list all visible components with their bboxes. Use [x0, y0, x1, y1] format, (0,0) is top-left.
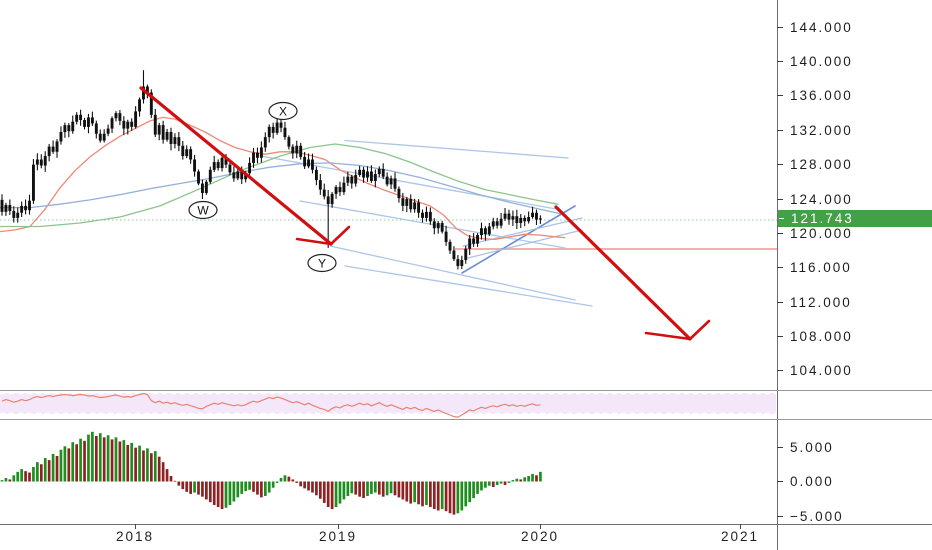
- tick-dash: [777, 481, 783, 482]
- tick-dash: [777, 129, 783, 131]
- tick-label: 132.000: [790, 122, 853, 138]
- price-tick: 124.000: [777, 191, 853, 207]
- shallow-top-trendline: [344, 139, 569, 159]
- time-tick-label: 2021: [720, 529, 760, 544]
- time-tick-label: 2020: [520, 529, 560, 544]
- tick-label: 136.000: [790, 88, 853, 104]
- rising-trendline-mid: [462, 217, 583, 247]
- tick-label: 104.000: [790, 363, 853, 379]
- svg-text:W: W: [197, 204, 209, 218]
- tick-dash: [777, 164, 783, 166]
- time-tick-mark: [338, 524, 339, 529]
- price-axis[interactable]: [777, 0, 932, 550]
- tick-dash: [777, 61, 783, 63]
- price-tick: 140.000: [777, 54, 853, 70]
- rsi-band: [0, 392, 776, 415]
- impulse-down-arrow: [139, 86, 351, 246]
- price-tick: 120.000: [777, 225, 853, 241]
- tick-label: 5.000: [790, 439, 834, 455]
- time-tick-mark: [740, 524, 741, 529]
- ma-mid-blue: [0, 162, 561, 215]
- rsi-line: [1, 392, 541, 418]
- price-tick: 108.000: [777, 328, 853, 344]
- tick-label: 116.000: [790, 260, 852, 276]
- price-tick: 0.000: [777, 474, 834, 490]
- time-axis-line: [0, 524, 932, 525]
- channel-mid-trendline: [299, 200, 566, 249]
- tick-label: 108.000: [790, 328, 853, 344]
- last-price-label: 121.743: [791, 211, 854, 226]
- tick-label: 124.000: [790, 191, 853, 207]
- projection-down-arrow: [554, 205, 711, 341]
- tick-label: 128.000: [790, 157, 853, 173]
- price-tick: 112.000: [777, 294, 852, 310]
- tick-dash: [777, 232, 783, 234]
- pane-separator-main-rsi: [0, 390, 932, 391]
- wave-label-y: Y: [307, 253, 337, 273]
- channel-upper-trendline: [260, 155, 557, 210]
- tick-dash: [777, 198, 783, 200]
- time-tick-label: 2018: [115, 529, 155, 544]
- tick-label: 112.000: [790, 294, 852, 310]
- rising-trendline-steep: [461, 205, 576, 274]
- price-tick: 132.000: [777, 122, 853, 138]
- svg-text:Y: Y: [318, 257, 326, 271]
- price-tick: 116.000: [777, 260, 852, 276]
- ma-fast-red: [0, 116, 566, 241]
- tick-label: 140.000: [790, 54, 853, 70]
- price-tick: 104.000: [777, 363, 853, 379]
- price-tick: 128.000: [777, 157, 853, 173]
- last-price-badge: 121.743: [778, 210, 932, 227]
- tick-dash: [777, 301, 783, 303]
- tick-dash: [777, 26, 783, 28]
- price-tick: −5.000: [777, 508, 844, 524]
- tick-label: 144.000: [790, 19, 853, 35]
- channel-outer-trendline: [344, 265, 593, 307]
- tick-dash: [777, 335, 783, 337]
- ma-slow-green: [0, 143, 559, 228]
- badge-tick: [779, 218, 784, 219]
- wave-label-w: W: [188, 200, 218, 220]
- price-tick: 144.000: [777, 19, 853, 35]
- time-tick-label: 2019: [318, 529, 358, 544]
- svg-text:X: X: [279, 105, 287, 119]
- tick-dash: [777, 446, 783, 448]
- price-tick: 5.000: [777, 439, 834, 455]
- candlestick-series: [0, 70, 542, 270]
- rising-trendline-low: [467, 229, 583, 259]
- tick-dash: [777, 370, 783, 372]
- tick-label: 120.000: [790, 225, 853, 241]
- macd-histogram: [0, 431, 542, 515]
- wave-label-x: X: [268, 101, 298, 121]
- channel-lower-trendline: [329, 245, 576, 301]
- time-tick-mark: [540, 524, 541, 529]
- tick-label: −5.000: [790, 508, 844, 524]
- tick-label: 0.000: [790, 474, 834, 489]
- time-tick-mark: [135, 524, 136, 529]
- tick-dash: [777, 95, 783, 97]
- price-tick: 136.000: [777, 88, 853, 104]
- tick-dash: [777, 515, 783, 517]
- pane-separator-rsi-macd: [0, 419, 932, 420]
- tick-dash: [777, 267, 783, 269]
